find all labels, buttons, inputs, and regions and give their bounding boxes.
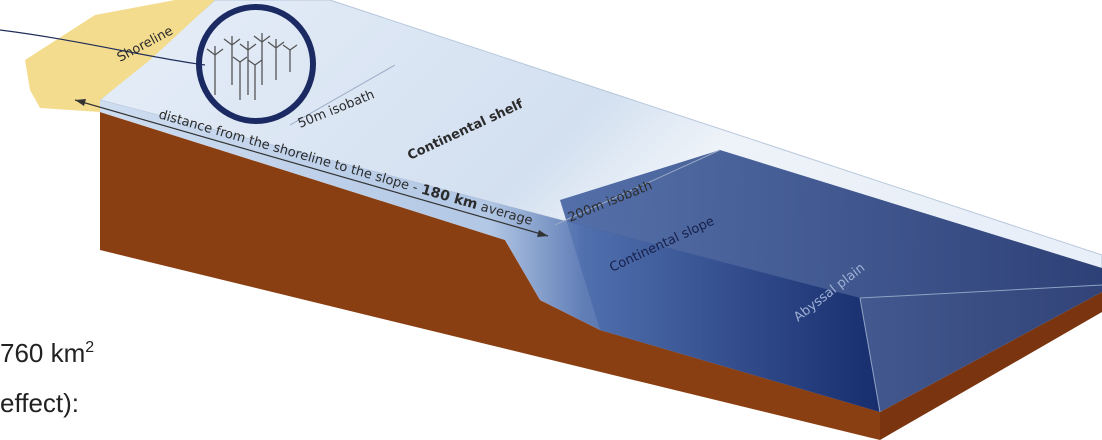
area-value: 760 km [0, 338, 85, 368]
area-text: 760 km2 [0, 338, 94, 368]
shoreline-sand [25, 0, 215, 112]
isobath-line [554, 149, 721, 226]
wind-turbines [206, 33, 298, 100]
isobath-line [289, 64, 396, 126]
distance-arrow [74, 99, 549, 237]
pointer-line [0, 29, 206, 66]
effect-text: effect): [0, 388, 79, 418]
highlight-circle [196, 4, 316, 124]
arrow-head [75, 99, 86, 106]
seabed-edge [880, 292, 1102, 440]
edge [859, 297, 881, 413]
edge [859, 284, 1102, 299]
seabed [100, 108, 880, 440]
arrow-head [537, 230, 548, 237]
area-sup: 2 [85, 339, 94, 356]
water-front [100, 100, 880, 412]
